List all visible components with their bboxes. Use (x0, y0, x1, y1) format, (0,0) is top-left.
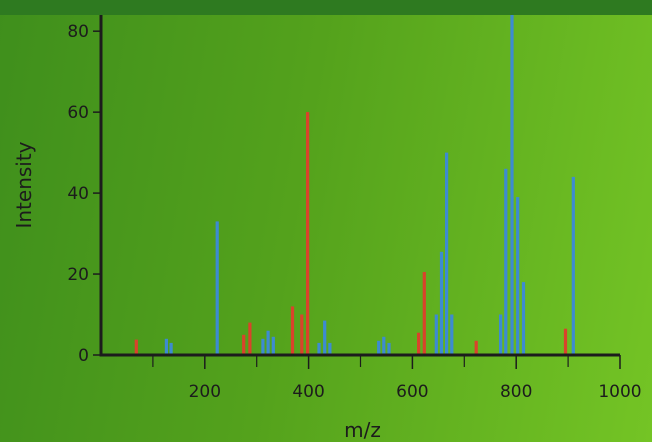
x-tick-label-1000: 1000 (598, 382, 641, 402)
bar-blue-6 (317, 342, 321, 355)
bar-blue-13 (439, 251, 444, 355)
bar-red-3 (290, 306, 295, 355)
bar-blue-0 (164, 338, 168, 355)
y-tick-label-40: 40 (67, 184, 89, 204)
bar-blue-15 (450, 314, 454, 355)
y-tick-label-60: 60 (67, 103, 89, 123)
x-tick-label-400: 400 (292, 382, 324, 402)
bar-red-9 (563, 328, 568, 355)
top-bar (0, 0, 652, 15)
bar-red-4 (300, 314, 304, 355)
bar-blue-14 (445, 152, 449, 355)
bar-blue-11 (387, 342, 391, 355)
bar-blue-21 (571, 176, 575, 355)
ticks-group: 0 20 40 60 80 200 400 600 800 1000 (67, 22, 641, 402)
bar-red-1 (242, 334, 246, 355)
bar-red-8 (474, 340, 478, 355)
bar-blue-8 (328, 342, 332, 355)
x-tick-label-600: 600 (396, 382, 428, 402)
bar-blue-9 (377, 340, 381, 355)
bar-blue-20 (521, 282, 526, 355)
bar-red-6 (417, 332, 421, 355)
bar-blue-1 (169, 342, 173, 355)
bar-blue-2 (215, 221, 219, 355)
x-tick-label-800: 800 (500, 382, 532, 402)
bar-blue-10 (382, 336, 386, 355)
bar-blue-5 (271, 336, 275, 355)
bar-blue-17 (504, 168, 508, 355)
y-tick-label-80: 80 (67, 22, 89, 42)
y-tick-label-0: 0 (78, 346, 89, 366)
x-axis-title: m/z (344, 418, 381, 442)
bar-red-2 (248, 322, 252, 355)
y-tick-label-20: 20 (67, 265, 89, 285)
bar-red-5 (306, 112, 310, 355)
x-tick-label-200: 200 (189, 382, 221, 402)
bar-blue-12 (434, 314, 438, 355)
y-axis-title: Intensity (12, 141, 36, 228)
bar-blue-7 (323, 320, 327, 355)
bar-blue-18 (510, 15, 514, 355)
bar-blue-3 (261, 338, 265, 355)
bar-red-0 (134, 339, 138, 355)
bar-red-7 (422, 272, 426, 355)
axes-group (99, 15, 620, 357)
bar-blue-4 (266, 330, 270, 355)
bar-blue-19 (516, 197, 520, 355)
bars-group (134, 15, 575, 355)
bar-blue-16 (499, 314, 503, 355)
